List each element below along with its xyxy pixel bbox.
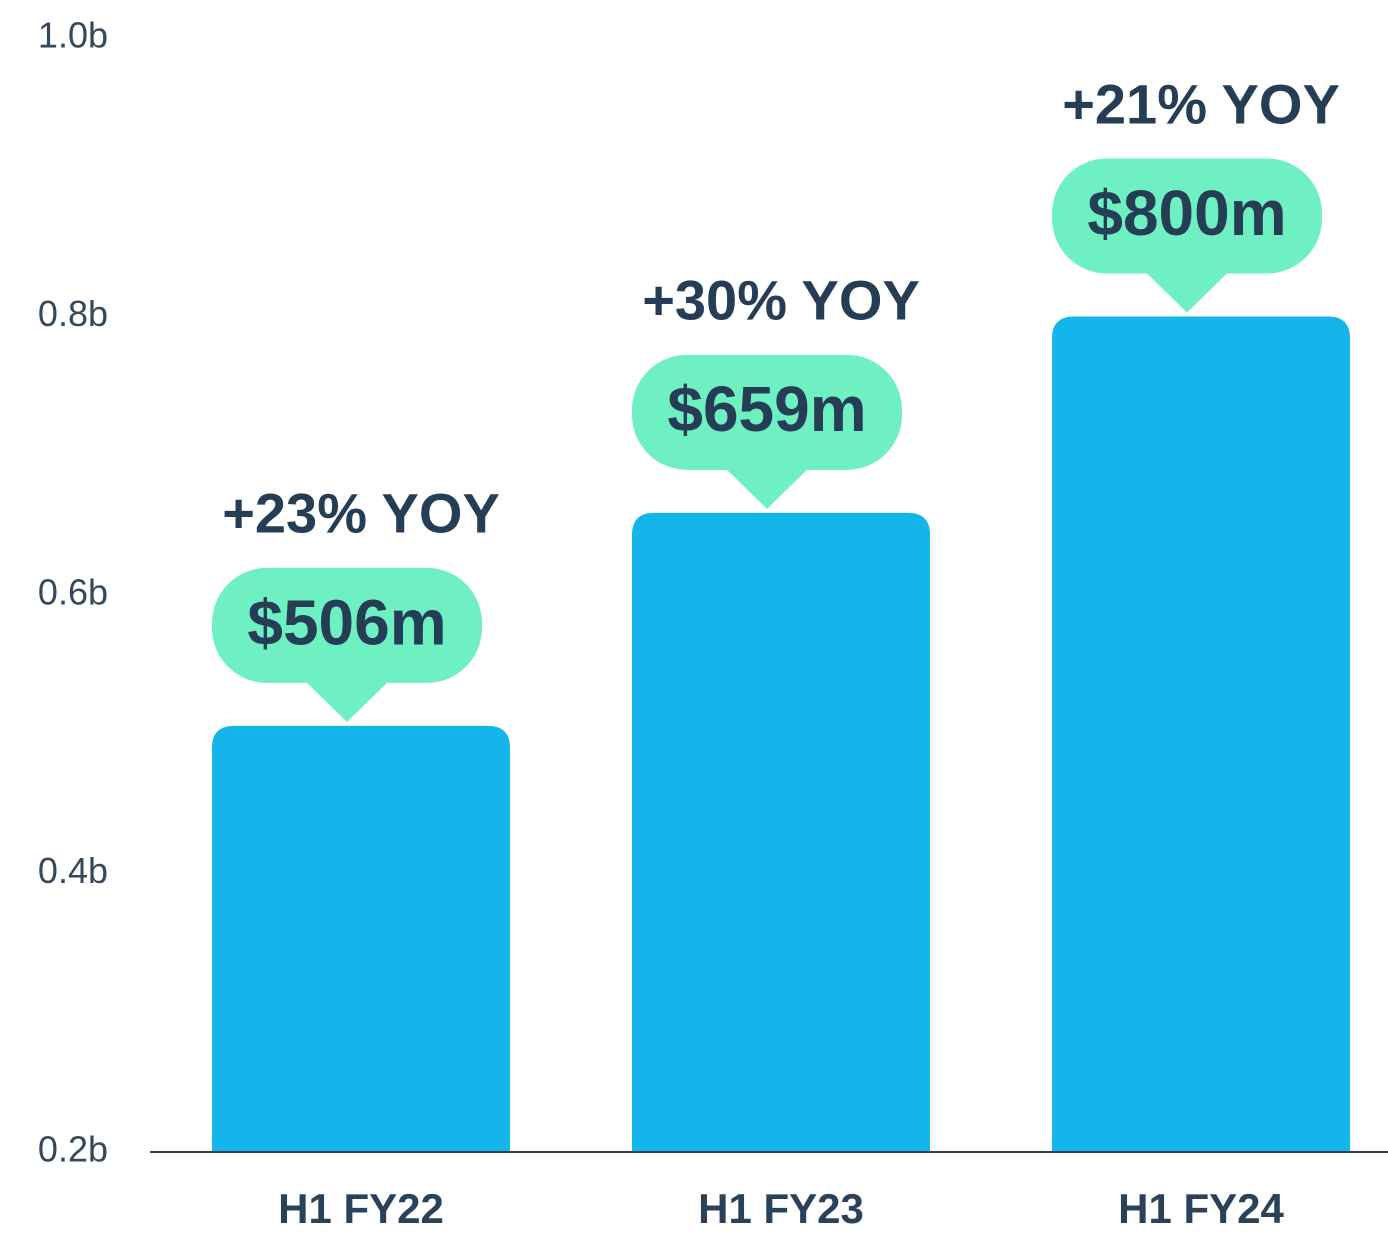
growth-label: +21% YOY: [1062, 72, 1340, 135]
growth-label: +30% YOY: [642, 269, 920, 332]
value-bubble: [212, 567, 482, 683]
value-label: $506m: [247, 586, 446, 658]
y-tick-label: 0.2b: [38, 1129, 108, 1170]
value-bubble: [632, 354, 902, 470]
value-bubble: [1052, 158, 1322, 274]
value-label: $659m: [667, 373, 866, 445]
y-tick-label: 0.4b: [38, 850, 108, 891]
x-tick-label: H1 FY22: [278, 1185, 444, 1232]
bubble-tail: [1145, 271, 1229, 313]
bubble-tail: [725, 467, 809, 509]
x-tick-label: H1 FY24: [1118, 1185, 1284, 1232]
value-label: $800m: [1087, 177, 1286, 249]
bar: [1052, 316, 1350, 1152]
bar: [632, 512, 930, 1152]
bubble-tail: [305, 680, 389, 722]
y-tick-label: 0.8b: [38, 293, 108, 334]
bar: [212, 725, 510, 1152]
growth-label: +23% YOY: [222, 482, 500, 545]
y-tick-label: 1.0b: [38, 15, 108, 56]
x-tick-label: H1 FY23: [698, 1185, 864, 1232]
y-tick-label: 0.6b: [38, 572, 108, 613]
